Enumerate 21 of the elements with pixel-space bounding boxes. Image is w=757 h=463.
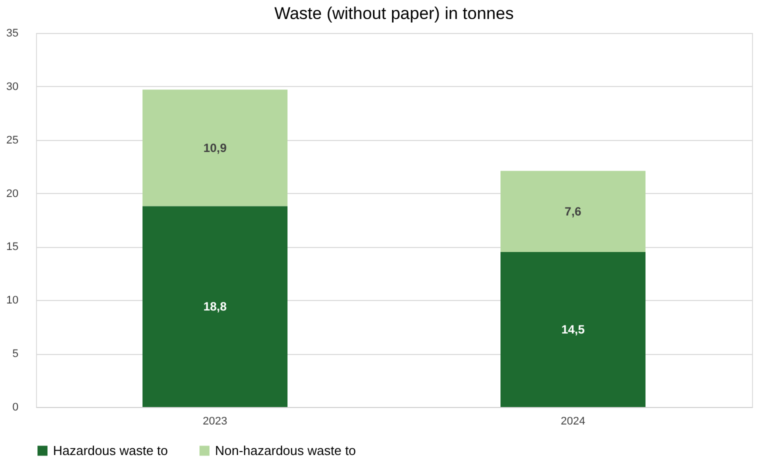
- bar: [142, 206, 288, 407]
- y-tick-label: 20: [6, 188, 18, 200]
- y-tick-label: 15: [6, 241, 18, 254]
- legend-label: Non-hazardous waste to: [215, 442, 356, 458]
- data-label: 10,9: [203, 140, 227, 155]
- bar: [500, 170, 646, 252]
- legend-label: Hazardous waste to: [53, 442, 168, 458]
- x-tick-label: 2024: [560, 416, 586, 428]
- y-tick-label: 0: [12, 402, 18, 414]
- bar: [500, 252, 646, 407]
- y-tick-label: 30: [6, 80, 18, 93]
- x-tick-label: 2023: [202, 416, 228, 428]
- y-tick-label: 35: [6, 28, 18, 40]
- bar: [142, 90, 288, 206]
- data-label: 14,5: [561, 322, 585, 337]
- chart-title: Waste (without paper) in tonnes: [274, 4, 514, 23]
- y-tick-label: 25: [6, 134, 18, 146]
- y-tick-label: 10: [6, 294, 18, 307]
- data-label: 18,8: [203, 300, 227, 314]
- data-label: 7,6: [564, 204, 582, 218]
- y-tick-label: 5: [12, 348, 18, 360]
